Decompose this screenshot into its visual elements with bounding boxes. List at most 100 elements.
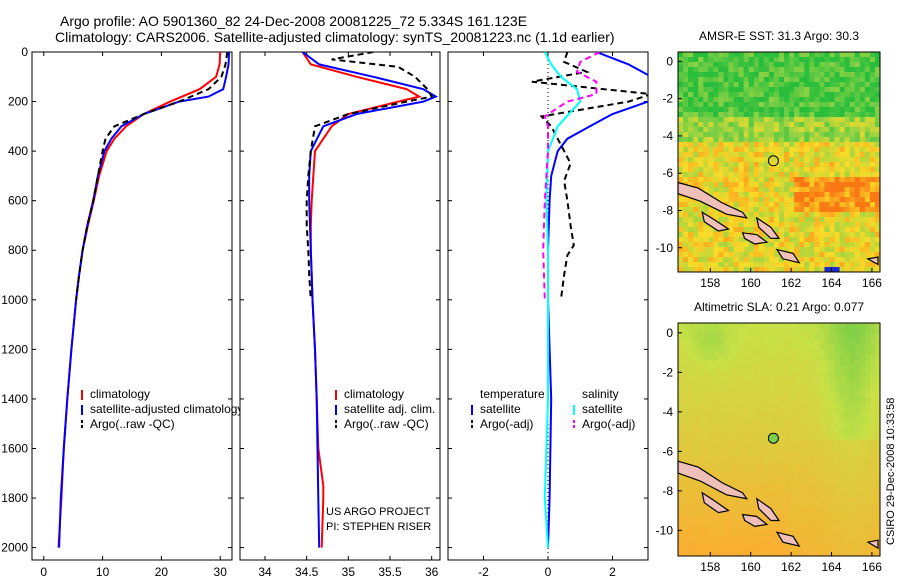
map-cell bbox=[728, 503, 734, 509]
map-cell bbox=[713, 333, 719, 340]
map-cell bbox=[753, 192, 760, 198]
map-cell bbox=[829, 360, 835, 366]
map-cell bbox=[874, 107, 881, 113]
map-cell bbox=[763, 92, 770, 98]
map-cell bbox=[794, 365, 800, 372]
map-cell bbox=[869, 455, 876, 462]
map-cell bbox=[789, 147, 795, 153]
map-cell bbox=[758, 413, 765, 419]
map-cell bbox=[748, 222, 755, 228]
map-cell bbox=[809, 508, 815, 515]
map-cell bbox=[804, 67, 810, 73]
map-cell bbox=[804, 242, 810, 248]
map-cell bbox=[748, 418, 755, 425]
map-cell bbox=[763, 487, 770, 493]
map-cell bbox=[708, 344, 714, 350]
map-cell bbox=[693, 52, 699, 58]
map-cell bbox=[844, 550, 851, 557]
map-cell bbox=[829, 323, 835, 329]
map-cell bbox=[814, 207, 820, 213]
map-cell bbox=[733, 386, 739, 393]
map-cell bbox=[723, 439, 729, 446]
map-cell bbox=[859, 391, 866, 398]
map-cell bbox=[768, 534, 775, 541]
map-cell bbox=[683, 132, 689, 138]
map-cell bbox=[784, 402, 790, 409]
map-cell bbox=[693, 444, 699, 451]
map-cell bbox=[874, 375, 881, 382]
map-cell bbox=[748, 545, 755, 552]
map-cell bbox=[773, 257, 780, 263]
map-cell bbox=[708, 252, 714, 258]
map-cell bbox=[678, 122, 684, 128]
map-cell bbox=[763, 177, 770, 183]
map-cell bbox=[758, 247, 765, 253]
map-cell bbox=[809, 52, 815, 58]
map-cell bbox=[784, 147, 790, 153]
map-cell bbox=[693, 97, 699, 103]
map-cell bbox=[703, 540, 709, 546]
map-cell bbox=[678, 513, 684, 520]
map-y-tick-label: -4 bbox=[662, 129, 673, 143]
map-cell bbox=[708, 162, 714, 168]
map-cell bbox=[814, 434, 820, 440]
map-cell bbox=[849, 67, 856, 73]
map-cell bbox=[683, 413, 689, 419]
map-cell bbox=[804, 197, 810, 203]
map-cell bbox=[829, 503, 835, 509]
map-cell bbox=[748, 460, 755, 467]
map-cell bbox=[693, 407, 699, 414]
map-cell bbox=[784, 187, 790, 193]
map-cell bbox=[849, 167, 856, 173]
map-cell bbox=[784, 87, 790, 93]
map-cell bbox=[688, 57, 694, 63]
map-cell bbox=[763, 237, 770, 243]
map-cell bbox=[779, 82, 785, 88]
map-cell bbox=[693, 167, 699, 173]
map-cell bbox=[859, 413, 866, 419]
map-cell bbox=[849, 524, 856, 530]
map-cell bbox=[869, 87, 876, 93]
map-cell bbox=[784, 338, 790, 345]
map-cell bbox=[723, 391, 729, 398]
map-cell bbox=[688, 82, 694, 88]
map-cell bbox=[743, 540, 750, 546]
map-cell bbox=[804, 247, 810, 253]
map-cell bbox=[748, 157, 755, 163]
map-cell bbox=[718, 365, 724, 372]
map-cell bbox=[864, 97, 871, 103]
map-cell bbox=[748, 524, 755, 530]
map-x-tick-label: 158 bbox=[700, 560, 720, 574]
map-cell bbox=[718, 267, 724, 273]
map-cell bbox=[814, 413, 820, 419]
map-cell bbox=[758, 492, 765, 499]
map-cell bbox=[864, 52, 871, 58]
map-cell bbox=[779, 72, 785, 78]
map-cell bbox=[683, 328, 689, 334]
map-cell bbox=[768, 117, 775, 123]
map-cell bbox=[733, 167, 739, 173]
map-cell bbox=[728, 172, 734, 178]
map-cell bbox=[859, 107, 866, 113]
map-cell bbox=[874, 344, 881, 350]
map-cell bbox=[768, 257, 775, 263]
map-cell bbox=[824, 455, 830, 462]
map-cell bbox=[854, 122, 861, 128]
map-cell bbox=[703, 107, 709, 113]
map-cell bbox=[864, 471, 871, 477]
map-cell bbox=[779, 62, 785, 68]
map-cell bbox=[874, 152, 881, 158]
map-cell bbox=[829, 471, 835, 477]
map-cell bbox=[753, 197, 760, 203]
map-cell bbox=[804, 257, 810, 263]
map-cell bbox=[814, 107, 820, 113]
map-cell bbox=[844, 247, 851, 253]
map-cell bbox=[839, 137, 846, 143]
map-cell bbox=[809, 162, 815, 168]
map-cell bbox=[864, 455, 871, 462]
map-cell bbox=[728, 534, 734, 541]
map-cell bbox=[779, 177, 785, 183]
map-cell bbox=[728, 418, 734, 425]
map-cell bbox=[829, 87, 835, 93]
map-cell bbox=[733, 62, 739, 68]
